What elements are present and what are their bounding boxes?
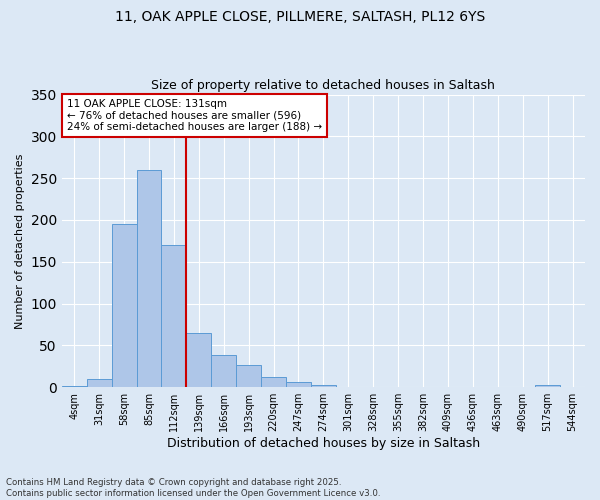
Text: 11, OAK APPLE CLOSE, PILLMERE, SALTASH, PL12 6YS: 11, OAK APPLE CLOSE, PILLMERE, SALTASH, … [115,10,485,24]
Bar [112,224,137,387]
Bar [286,382,311,387]
Bar [261,377,286,387]
Text: Contains HM Land Registry data © Crown copyright and database right 2025.
Contai: Contains HM Land Registry data © Crown c… [6,478,380,498]
Bar [187,333,211,387]
Bar [87,379,112,387]
Bar [236,364,261,387]
Bar [211,356,236,387]
Text: 11 OAK APPLE CLOSE: 131sqm
← 76% of detached houses are smaller (596)
24% of sem: 11 OAK APPLE CLOSE: 131sqm ← 76% of deta… [67,99,322,132]
X-axis label: Distribution of detached houses by size in Saltash: Distribution of detached houses by size … [167,437,480,450]
Bar [161,245,187,387]
Bar [62,386,87,387]
Title: Size of property relative to detached houses in Saltash: Size of property relative to detached ho… [151,79,496,92]
Bar [137,170,161,387]
Bar [311,384,336,387]
Y-axis label: Number of detached properties: Number of detached properties [15,153,25,328]
Bar [535,384,560,387]
